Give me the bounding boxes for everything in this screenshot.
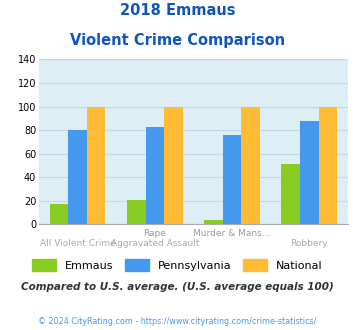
Bar [282, 164, 300, 224]
Legend: Emmaus, Pennsylvania, National: Emmaus, Pennsylvania, National [28, 255, 327, 275]
Bar [204, 220, 223, 224]
Text: Rape: Rape [143, 229, 166, 238]
Text: Murder & Mans...: Murder & Mans... [193, 229, 271, 238]
Bar [127, 200, 146, 224]
Bar [223, 135, 241, 224]
Bar [164, 107, 183, 224]
Text: Aggravated Assault: Aggravated Assault [111, 239, 199, 248]
Bar [50, 204, 69, 224]
Bar [87, 107, 105, 224]
Text: All Violent Crime: All Violent Crime [40, 239, 115, 248]
Text: 2018 Emmaus: 2018 Emmaus [120, 3, 235, 18]
Text: © 2024 CityRating.com - https://www.cityrating.com/crime-statistics/: © 2024 CityRating.com - https://www.city… [38, 317, 317, 326]
Text: Violent Crime Comparison: Violent Crime Comparison [70, 33, 285, 48]
Bar [241, 107, 260, 224]
Bar [146, 127, 164, 224]
Text: Compared to U.S. average. (U.S. average equals 100): Compared to U.S. average. (U.S. average … [21, 282, 334, 292]
Text: Robbery: Robbery [290, 239, 328, 248]
Bar [318, 107, 337, 224]
Bar [300, 121, 318, 224]
Bar [69, 130, 87, 224]
